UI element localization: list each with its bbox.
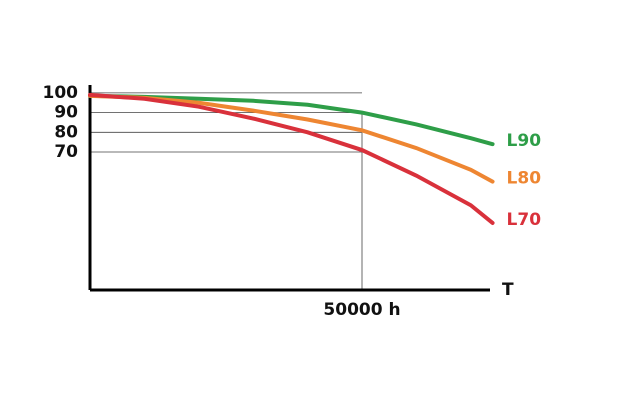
series-label: L80 <box>507 169 542 189</box>
x-tick-label: 50000 h <box>323 300 400 320</box>
y-tick-label: 70 <box>54 142 78 162</box>
line <box>88 93 495 184</box>
y-tick-label: 90 <box>54 103 78 123</box>
line <box>88 92 495 225</box>
y-tick-label: 100 <box>43 83 79 103</box>
line <box>88 93 495 147</box>
series-label: L70 <box>507 210 542 230</box>
x-axis-label: T <box>502 280 514 300</box>
y-tick-label: 80 <box>54 122 78 142</box>
series-label: L90 <box>507 131 542 151</box>
